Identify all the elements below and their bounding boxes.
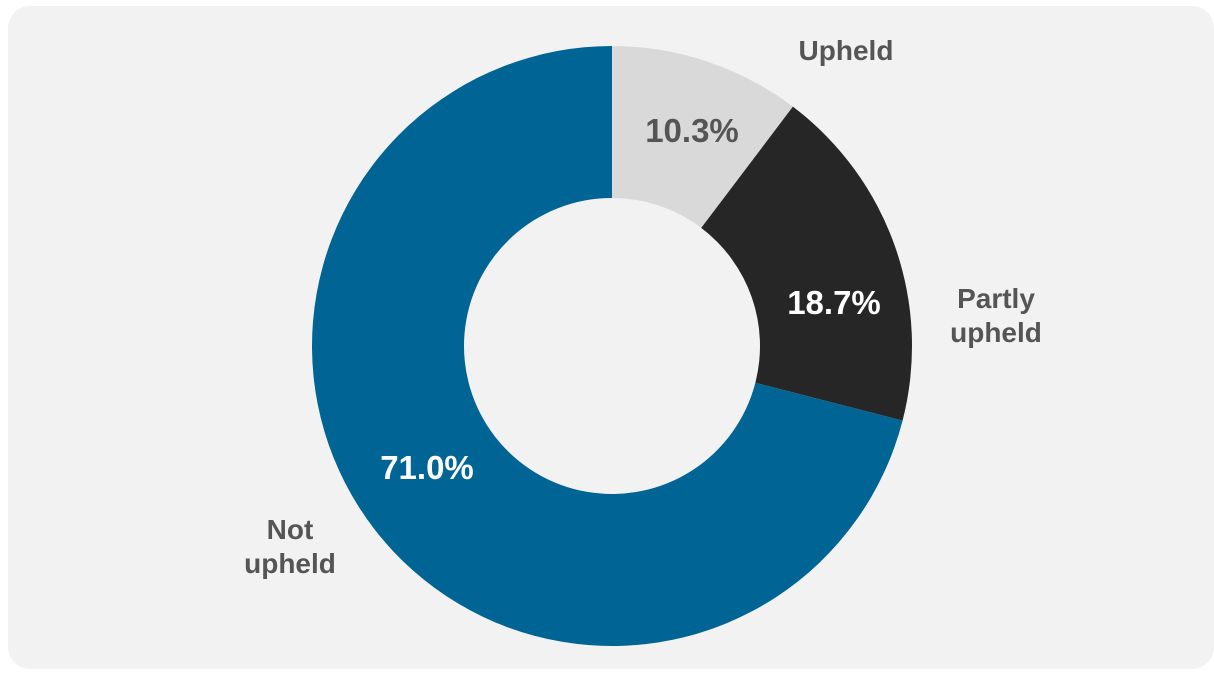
category-label-line: upheld	[244, 548, 336, 579]
category-label-line: upheld	[950, 317, 1042, 348]
category-label-line: Partly	[957, 283, 1035, 314]
value-label-upheld: 10.3%	[645, 112, 739, 149]
slice-not-upheld	[311, 46, 903, 647]
category-label-line: Upheld	[799, 35, 894, 66]
category-label-partly-upheld: Partly upheld	[950, 283, 1042, 348]
value-label-partly-upheld: 18.7%	[787, 284, 881, 321]
category-label-upheld: Upheld	[799, 35, 894, 66]
value-label-not-upheld: 71.0%	[380, 449, 474, 486]
donut-slices	[311, 46, 912, 647]
slice-upheld	[612, 46, 793, 228]
category-label-not-upheld: Not upheld	[244, 514, 336, 579]
category-label-line: Not	[267, 514, 314, 545]
slice-partly-upheld	[701, 106, 912, 421]
